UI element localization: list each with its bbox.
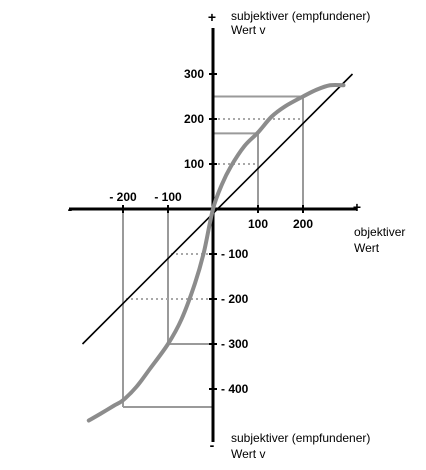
- x-axis-title-line2: Wert: [354, 241, 380, 255]
- y-axis-minus-sign: -: [210, 437, 215, 453]
- y-tick-label-2: 100: [184, 157, 204, 171]
- x-tick-label-3: 200: [293, 217, 313, 231]
- axis-labels: +-- +subjektiver (empfundener)Wert vobjek…: [68, 9, 406, 461]
- y-tick-label-1: 200: [184, 112, 204, 126]
- value-function-curve: [86, 82, 346, 423]
- y-tick-label-4: - 200: [221, 292, 249, 306]
- x-tick-label-0: - 200: [109, 190, 137, 204]
- y-axis-plus-sign: +: [208, 9, 216, 25]
- y-tick-label-5: - 300: [221, 337, 249, 351]
- guide-lines: [122, 95, 304, 408]
- y-axis-title-bottom-line1: subjektiver (empfundener): [231, 431, 370, 445]
- y-axis-title-top-line2: Wert v: [231, 23, 265, 37]
- y-tick-label-0: 300: [184, 67, 204, 81]
- x-axis-minus-sign: -: [68, 201, 73, 217]
- y-tick-label-3: - 100: [221, 247, 249, 261]
- y-axis-title-bottom-line2: Wert v: [231, 447, 265, 461]
- y-tick-label-6: - 400: [221, 382, 249, 396]
- x-axis-plus-sign: +: [353, 199, 361, 215]
- x-tick-label-1: - 100: [154, 190, 182, 204]
- tick-labels: - 200 - 100 100 200 300 200 100 - 100 - 200 - 300…: [109, 67, 313, 396]
- x-tick-label-2: 100: [248, 217, 268, 231]
- y-axis-title-top-line1: subjektiver (empfundener): [231, 9, 370, 23]
- series-layer: [81, 73, 354, 423]
- reference-diagonal-line: [81, 73, 354, 345]
- x-axis-title-line1: objektiver: [354, 225, 405, 239]
